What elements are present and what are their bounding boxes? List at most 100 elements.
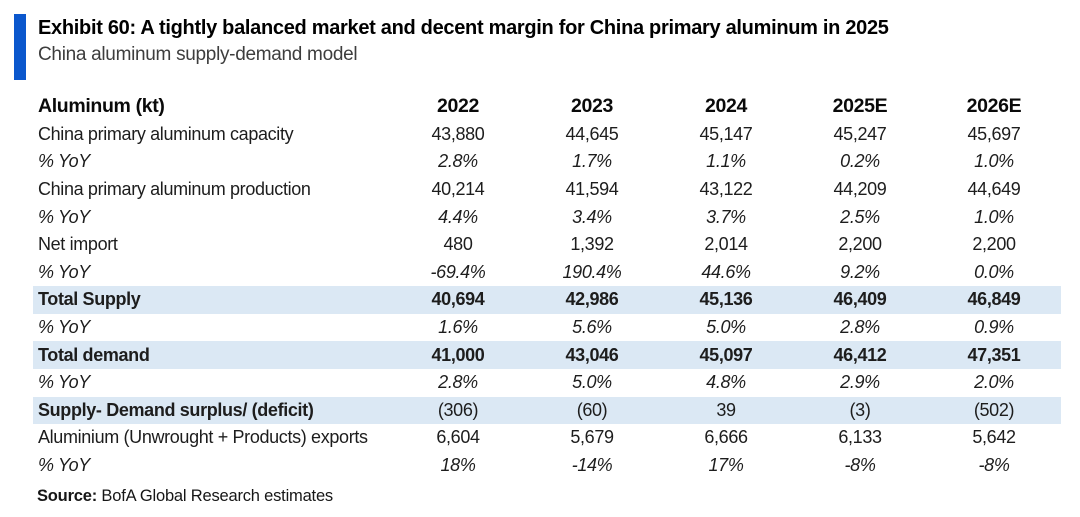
- exhibit-accent-bar: [14, 14, 26, 80]
- table-row-exports: Aluminium (Unwrought + Products) exports…: [33, 424, 1061, 452]
- cell-value: 5,642: [972, 427, 1016, 448]
- cell-value: 46,849: [967, 289, 1021, 310]
- cell-value: 3.7%: [706, 206, 746, 227]
- cell-value: 45,097: [699, 344, 753, 365]
- cell-value: (3): [849, 399, 871, 420]
- row-label: % YoY: [38, 317, 90, 338]
- row-label: China primary aluminum capacity: [38, 123, 294, 144]
- cell-value: 39: [716, 399, 736, 420]
- cell-value: 5.0%: [706, 317, 746, 338]
- cell-value: 41,594: [565, 179, 619, 200]
- cell-value: 3.4%: [572, 206, 612, 227]
- table-row-production-yoy: % YoY 4.4% 3.4% 3.7% 2.5% 1.0%: [33, 203, 1061, 231]
- table-header-row: Aluminum (kt) 2022 2023 2024 2025E 2026E: [33, 93, 1061, 121]
- cell-value: 2.8%: [840, 317, 880, 338]
- cell-value: 46,409: [833, 289, 887, 310]
- cell-value: 6,666: [704, 427, 748, 448]
- cell-value: 1.1%: [706, 151, 746, 172]
- column-header-2024: 2024: [705, 95, 747, 118]
- column-header-2022: 2022: [437, 95, 479, 118]
- cell-value: 43,122: [699, 179, 753, 200]
- table-row-capacity: China primary aluminum capacity 43,880 4…: [33, 121, 1061, 149]
- cell-value: 5,679: [570, 427, 614, 448]
- cell-value: 9.2%: [840, 261, 880, 282]
- cell-value: 45,247: [833, 123, 887, 144]
- cell-value: 2,200: [972, 234, 1016, 255]
- column-header-metric: Aluminum (kt): [38, 95, 165, 118]
- exhibit-header: Exhibit 60: A tightly balanced market an…: [38, 16, 1070, 66]
- cell-value: 6,604: [436, 427, 480, 448]
- row-label: % YoY: [38, 372, 90, 393]
- cell-value: 5.0%: [572, 372, 612, 393]
- cell-value: -8%: [844, 455, 876, 476]
- cell-value: 44,209: [833, 179, 887, 200]
- source-text: BofA Global Research estimates: [97, 487, 333, 505]
- cell-value: 0.2%: [840, 151, 880, 172]
- cell-value: 44.6%: [701, 261, 751, 282]
- cell-value: (502): [973, 399, 1015, 420]
- row-label: % YoY: [38, 206, 90, 227]
- column-header-2026e: 2026E: [966, 95, 1022, 118]
- row-label: Supply- Demand surplus/ (deficit): [38, 399, 314, 420]
- cell-value: 45,147: [699, 123, 753, 144]
- cell-value: 2.0%: [974, 372, 1014, 393]
- cell-value: 2,200: [838, 234, 882, 255]
- cell-value: 44,645: [565, 123, 619, 144]
- cell-value: 42,986: [565, 289, 619, 310]
- table-row-surplus-deficit: Supply- Demand surplus/ (deficit) (306) …: [33, 396, 1061, 425]
- table-row-net-import: Net import 480 1,392 2,014 2,200 2,200: [33, 231, 1061, 259]
- cell-value: 0.0%: [974, 261, 1014, 282]
- cell-value: 17%: [708, 455, 744, 476]
- table-row-production: China primary aluminum production 40,214…: [33, 176, 1061, 204]
- cell-value: 41,000: [431, 344, 485, 365]
- row-label: China primary aluminum production: [38, 179, 311, 200]
- cell-value: 2.9%: [840, 372, 880, 393]
- cell-value: 45,697: [967, 123, 1021, 144]
- cell-value: 2.8%: [438, 151, 478, 172]
- cell-value: 45,136: [699, 289, 753, 310]
- column-header-2025e: 2025E: [832, 95, 888, 118]
- cell-value: 2.8%: [438, 372, 478, 393]
- supply-demand-table: Aluminum (kt) 2022 2023 2024 2025E 2026E…: [33, 93, 1061, 479]
- cell-value: 1.0%: [974, 151, 1014, 172]
- row-label: Total Supply: [38, 289, 141, 310]
- cell-value: 190.4%: [562, 261, 622, 282]
- row-label: Total demand: [38, 344, 150, 365]
- table-row-net-import-yoy: % YoY -69.4% 190.4% 44.6% 9.2% 0.0%: [33, 259, 1061, 287]
- cell-value: -69.4%: [430, 261, 486, 282]
- cell-value: 2,014: [704, 234, 748, 255]
- cell-value: (60): [576, 399, 608, 420]
- cell-value: 1.6%: [438, 317, 478, 338]
- cell-value: 43,880: [431, 123, 485, 144]
- row-label: % YoY: [38, 261, 90, 282]
- cell-value: -14%: [571, 455, 613, 476]
- row-label: % YoY: [38, 151, 90, 172]
- source-line: Source: BofA Global Research estimates: [37, 487, 333, 506]
- cell-value: 1.7%: [572, 151, 612, 172]
- row-label: Aluminium (Unwrought + Products) exports: [38, 427, 368, 448]
- exhibit-subtitle: China aluminum supply-demand model: [38, 44, 358, 65]
- cell-value: 40,214: [431, 179, 485, 200]
- cell-value: 40,694: [431, 289, 485, 310]
- exhibit-title: Exhibit 60: A tightly balanced market an…: [38, 17, 889, 39]
- cell-value: 1,392: [570, 234, 614, 255]
- cell-value: -8%: [978, 455, 1010, 476]
- cell-value: 46,412: [833, 344, 887, 365]
- cell-value: 4.4%: [438, 206, 478, 227]
- source-label: Source:: [37, 487, 98, 505]
- cell-value: 480: [443, 234, 473, 255]
- cell-value: 2.5%: [840, 206, 880, 227]
- cell-value: 43,046: [565, 344, 619, 365]
- cell-value: 44,649: [967, 179, 1021, 200]
- cell-value: 1.0%: [974, 206, 1014, 227]
- cell-value: 6,133: [838, 427, 882, 448]
- row-label: Net import: [38, 234, 118, 255]
- cell-value: 18%: [440, 455, 476, 476]
- table-row-total-demand: Total demand 41,000 43,046 45,097 46,412…: [33, 341, 1061, 369]
- table-row-total-demand-yoy: % YoY 2.8% 5.0% 4.8% 2.9% 2.0%: [33, 369, 1061, 397]
- cell-value: (306): [437, 399, 479, 420]
- cell-value: 0.9%: [974, 317, 1014, 338]
- cell-value: 5.6%: [572, 317, 612, 338]
- cell-value: 47,351: [967, 344, 1021, 365]
